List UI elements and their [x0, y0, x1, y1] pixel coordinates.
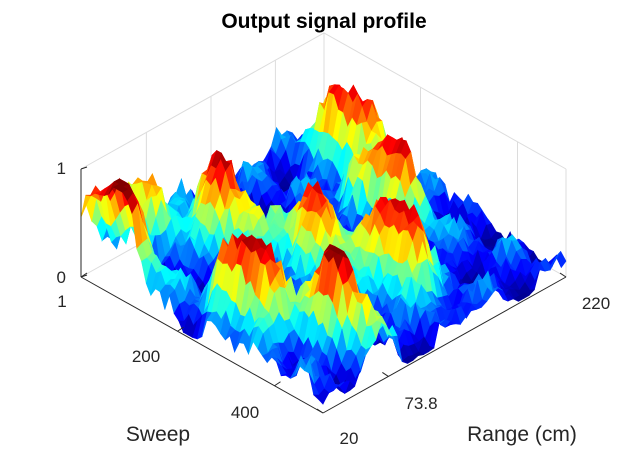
- grid-line-z-1: [80, 32, 567, 170]
- y-tick-label-1: 1: [57, 292, 66, 311]
- sweep-tick-2: [274, 381, 281, 387]
- z-tick-1: [80, 166, 88, 170]
- x-tick-label-220: 220: [582, 294, 610, 313]
- surface-patch: [555, 250, 567, 269]
- sweep-axis-line: [80, 276, 324, 414]
- axes: [80, 166, 567, 414]
- range-tick-2: [559, 272, 567, 278]
- range-tick-1: [382, 371, 389, 377]
- x-tick-label-20: 20: [340, 429, 359, 448]
- surface-patch: [318, 392, 329, 405]
- y-tick-label-400: 400: [231, 403, 259, 422]
- z-tick-label-1: 1: [57, 159, 66, 178]
- z-tick-label-0: 0: [57, 268, 66, 287]
- x-tick-label-73.8: 73.8: [404, 394, 437, 413]
- x-axis-label: Range (cm): [467, 423, 577, 446]
- surface: [80, 83, 567, 405]
- sweep-tick-0: [80, 272, 88, 278]
- y-tick-label-200: 200: [132, 347, 160, 366]
- y-axis-label: Sweep: [126, 423, 190, 446]
- sweep-tick-1: [177, 326, 184, 332]
- chart-title: Output signal profile: [221, 10, 426, 33]
- range-axis-line: [322, 276, 567, 414]
- range-tick-0: [316, 408, 324, 414]
